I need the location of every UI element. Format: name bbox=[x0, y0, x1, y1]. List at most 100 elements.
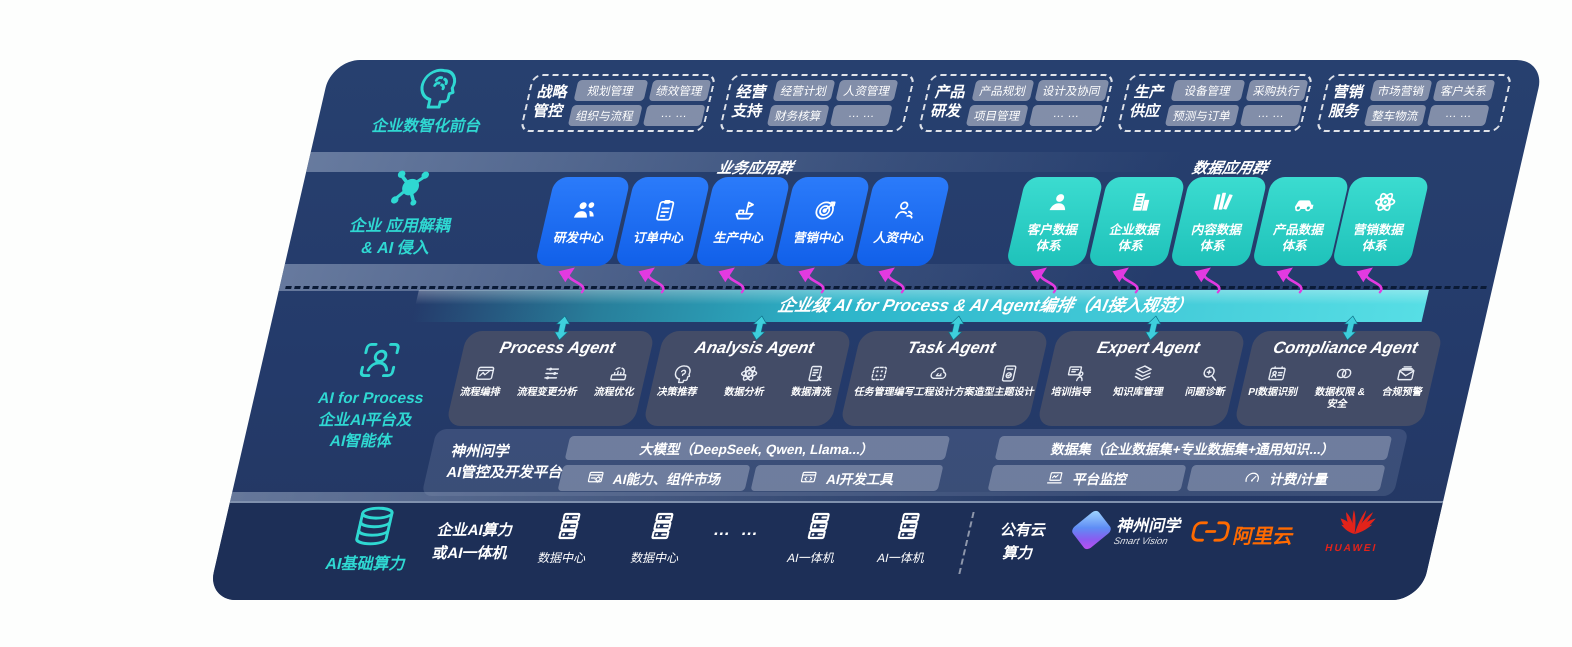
data-app-box: 企业数据 体系 bbox=[1087, 177, 1186, 266]
clean-icon bbox=[803, 363, 829, 384]
agent-item-label: PI数据识别 bbox=[1246, 387, 1299, 398]
compute-server-label: 数据中心 bbox=[536, 551, 588, 565]
dashed-separator bbox=[285, 286, 1487, 289]
model-bar: 大模型（DeepSeek, Qwen, Llama...） bbox=[564, 436, 951, 460]
huawei-logo: HUAWEI bbox=[1324, 509, 1386, 554]
flow-icon bbox=[472, 363, 498, 384]
front-office-chip-grid: 规划管理 绩效管理 组织与流程… … bbox=[567, 80, 711, 126]
front-office-chip: 预测与订单 bbox=[1164, 105, 1240, 126]
car-icon bbox=[1289, 189, 1321, 215]
business-app-box: 研发中心 bbox=[534, 177, 631, 266]
compute-ellipsis: … … bbox=[711, 520, 764, 539]
decision-icon bbox=[669, 363, 695, 384]
front-office-chip: … … bbox=[1426, 105, 1490, 126]
huawei-name: HUAWEI bbox=[1323, 543, 1379, 554]
gauge-icon bbox=[1242, 469, 1264, 487]
agent-items: 流程编排 流程变更分析 流程优化 bbox=[452, 358, 649, 399]
front-office-chip: 人资管理 bbox=[835, 80, 899, 101]
app-box-label: 生产中心 bbox=[712, 230, 766, 245]
agent-item-label: 知识库管理 bbox=[1111, 387, 1165, 398]
app-box-label: 产品数据 体系 bbox=[1272, 222, 1326, 253]
diagnose-icon bbox=[1197, 363, 1223, 384]
data-app-box: 内容数据 体系 bbox=[1169, 177, 1268, 266]
clipboard-icon bbox=[649, 197, 681, 223]
agent-title: Expert Agent bbox=[1095, 339, 1202, 357]
agent-title: Process Agent bbox=[497, 339, 618, 357]
front-office-chip: 项目管理 bbox=[965, 105, 1029, 126]
front-office-group: 战略 管控 规划管理 绩效管理 组织与流程… … bbox=[519, 74, 717, 132]
factory-icon bbox=[729, 197, 761, 223]
platform-cell: AI能力、组件市场 bbox=[557, 465, 751, 491]
platform-label: 神州问学 AI管控及开发平台 bbox=[444, 444, 565, 482]
agent-item: 合规预警 bbox=[1378, 363, 1429, 410]
app-layer-side-label: 企业 应用解耦 & AI 侵入 bbox=[298, 166, 510, 261]
smartvision-text: 神州问学 Smart Vision bbox=[1113, 512, 1185, 547]
building-icon bbox=[1125, 189, 1157, 215]
agent-item-label: 合规预警 bbox=[1380, 387, 1424, 398]
app-layer-label: 企业 应用解耦 & AI 侵入 bbox=[348, 218, 453, 258]
agent-item: 培训指导 bbox=[1050, 363, 1098, 399]
front-office-chip: 绩效管理 bbox=[648, 80, 711, 101]
platform-cell: AI开发工具 bbox=[750, 465, 944, 491]
front-office-chip: 设备管理 bbox=[1170, 80, 1245, 101]
front-office-chip: 组织与流程 bbox=[567, 105, 643, 126]
agent-item: 问题诊断 bbox=[1184, 363, 1232, 399]
platform-cell-label: AI能力、组件市场 bbox=[611, 472, 723, 487]
agent-items: 决策推荐 数据分析 数据清洗 bbox=[649, 358, 846, 399]
business-app-box: 生产中心 bbox=[694, 177, 791, 266]
team-icon bbox=[569, 197, 601, 223]
agent-card: Process Agent 流程编排 流程变更分析 流程优化 bbox=[445, 331, 656, 426]
front-office-label: 企业数智化前台 bbox=[370, 118, 483, 135]
content-icon bbox=[1207, 189, 1239, 215]
brain-icon bbox=[408, 66, 462, 110]
front-office-chip-grid: 设备管理 采购执行 预测与订单… … bbox=[1164, 80, 1308, 126]
person-signal-icon bbox=[889, 197, 921, 223]
ai-platform-panel: 神州问学 AI管控及开发平台 大模型（DeepSeek, Qwen, Llama… bbox=[421, 429, 1409, 496]
front-office-group-name: 产品 研发 bbox=[929, 84, 968, 120]
agent-items: PI数据识别 数据权限 & 安全 合规预警 bbox=[1237, 358, 1437, 410]
agent-title: Compliance Agent bbox=[1271, 339, 1420, 357]
huawei-flower-icon bbox=[1334, 509, 1379, 541]
data-app-box: 产品数据 体系 bbox=[1251, 177, 1350, 266]
training-icon bbox=[1063, 363, 1089, 384]
cloud-icon bbox=[926, 363, 952, 384]
ai-scan-icon bbox=[353, 338, 407, 382]
data-app-box: 营销数据 体系 bbox=[1331, 177, 1430, 266]
agent-item: 决策推荐 bbox=[656, 363, 704, 399]
app-box-label: 营销中心 bbox=[792, 230, 846, 245]
front-office-chip: 客户关系 bbox=[1432, 80, 1496, 101]
task-icon bbox=[866, 363, 892, 384]
agent-item-label: 数据清洗 bbox=[789, 387, 833, 398]
agent-item: PI数据识别 bbox=[1244, 363, 1304, 410]
front-office-group: 营销 服务 市场营销 客户关系 整车物流… … bbox=[1315, 74, 1513, 132]
agent-title: Analysis Agent bbox=[693, 339, 816, 357]
app-box-label: 内容数据 体系 bbox=[1190, 222, 1244, 253]
agent-item: 造型主题设计 bbox=[973, 363, 1041, 399]
change-icon bbox=[539, 363, 565, 384]
agent-item-label: 编写工程设计方案 bbox=[892, 387, 976, 398]
alert-icon bbox=[1394, 363, 1420, 384]
components-icon bbox=[584, 469, 606, 487]
agent-item: 流程编排 bbox=[459, 363, 507, 399]
devtools-icon bbox=[798, 469, 820, 487]
front-office-group-name: 营销 服务 bbox=[1327, 84, 1366, 120]
aliyun-logo: 阿里云 bbox=[1188, 519, 1298, 549]
ai-bus-band: 企业级 AI for Process & AI Agent编排（AI接入规范） bbox=[411, 290, 1429, 322]
agent-item-label: 流程变更分析 bbox=[515, 387, 579, 398]
agent-item-label: 决策推荐 bbox=[655, 387, 699, 398]
dataset-group: 数据集（企业数据集+专业数据集+通用知识...） 平台监控 计费/计量 bbox=[987, 436, 1393, 491]
app-box-label: 研发中心 bbox=[552, 230, 606, 245]
agent-card: Compliance Agent PI数据识别 数据权限 & 安全 合规预警 bbox=[1233, 331, 1444, 426]
compute-server-label: 数据中心 bbox=[629, 551, 681, 565]
business-group-header: 业务应用群 bbox=[715, 160, 795, 177]
aliyun-brackets-icon bbox=[1188, 519, 1233, 549]
design-icon bbox=[996, 363, 1022, 384]
platform-cell: 计费/计量 bbox=[1186, 465, 1386, 491]
compute-server-label: AI一体机 bbox=[785, 551, 837, 565]
server-icon bbox=[550, 510, 589, 542]
agent-item-label: 问题诊断 bbox=[1183, 387, 1227, 398]
user-icon bbox=[1043, 189, 1075, 215]
front-office-group-name: 生产 供应 bbox=[1128, 84, 1167, 120]
agent-item: 知识库管理 bbox=[1112, 363, 1170, 399]
